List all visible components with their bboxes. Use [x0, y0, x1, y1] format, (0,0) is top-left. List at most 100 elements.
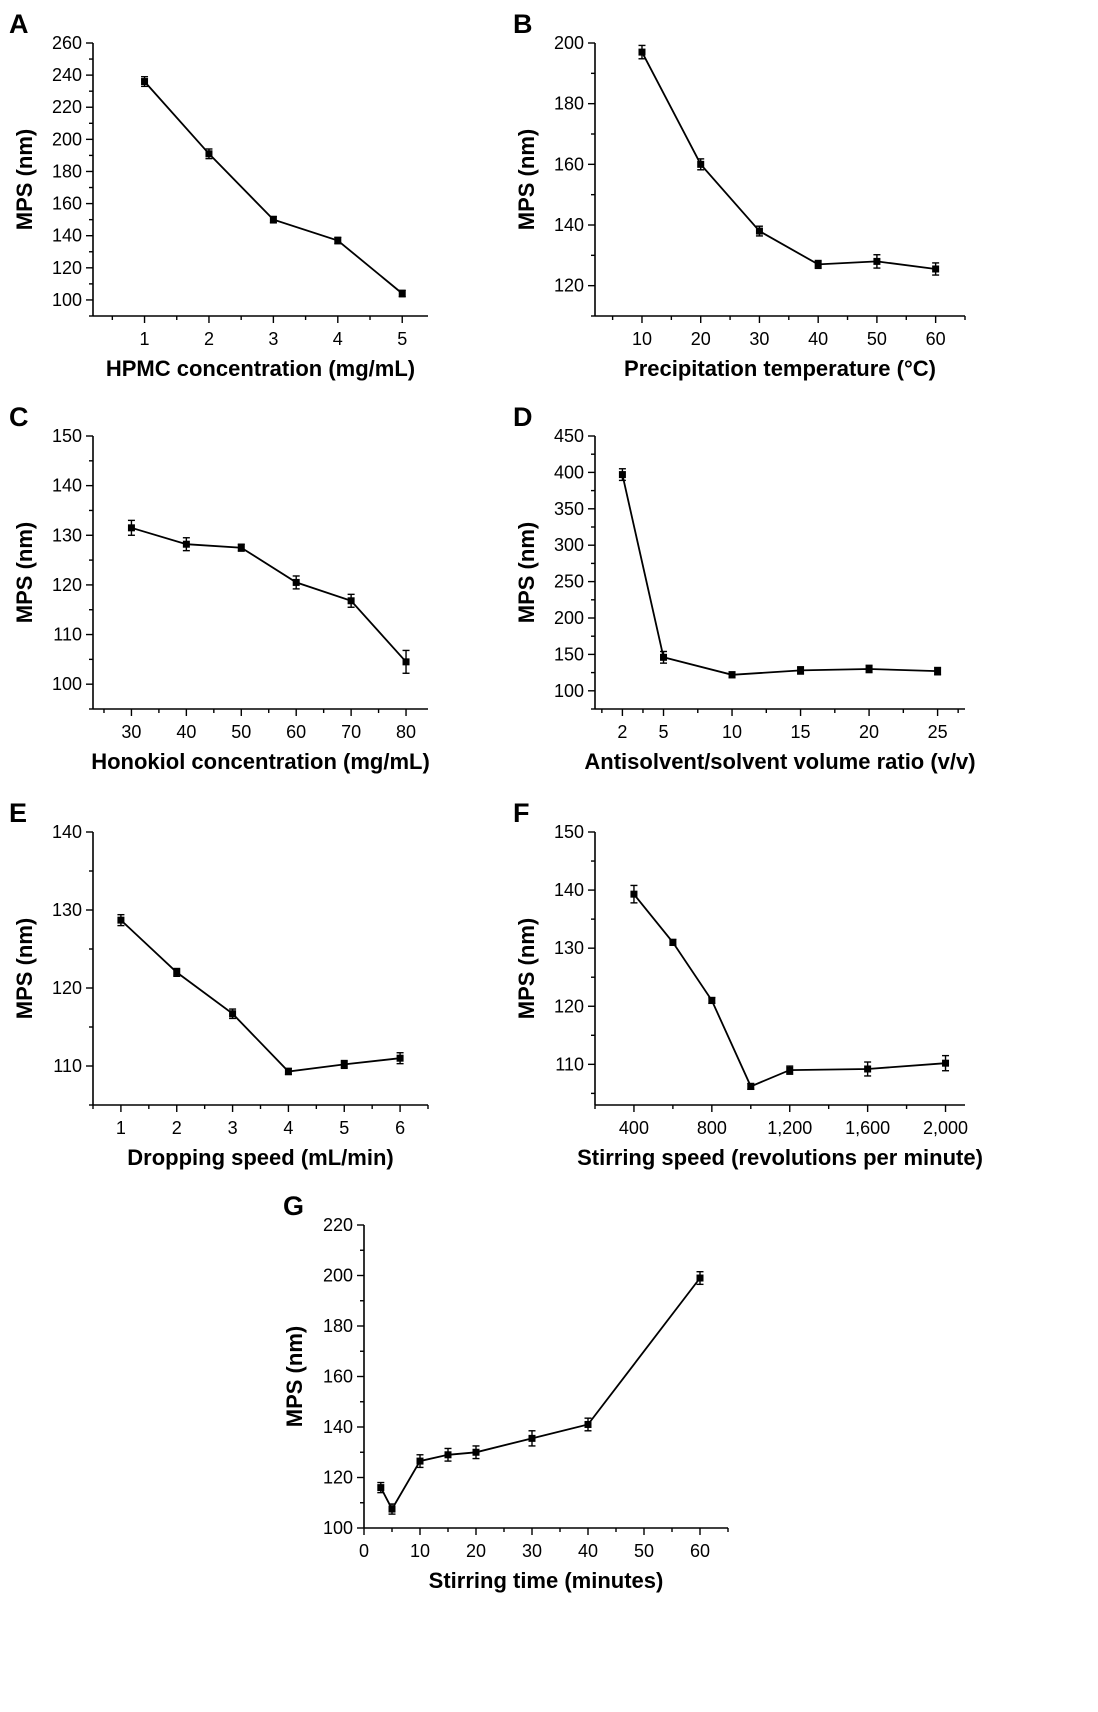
series-line: [131, 526, 407, 663]
y-tick-label: 160: [323, 1367, 353, 1387]
x-tick-label: 3: [228, 1118, 238, 1138]
y-tick-label: 450: [554, 426, 584, 446]
y-tick-label: 140: [554, 880, 584, 900]
data-point: [347, 597, 355, 605]
y-tick-label: 200: [52, 129, 82, 149]
x-axis-title: HPMC concentration (mg/mL): [106, 356, 415, 381]
y-tick-label: 350: [554, 499, 584, 519]
y-tick-label: 160: [554, 154, 584, 174]
data-point: [334, 237, 342, 245]
y-tick-label: 140: [52, 226, 82, 246]
panel-letter: B: [513, 9, 533, 39]
y-tick-label: 180: [554, 94, 584, 114]
x-tick-label: 2: [204, 329, 214, 349]
data-point: [865, 665, 873, 673]
panel-c: C 100 110 120 130 140 150 30 40 50 60 70 80 Honokiol …: [9, 402, 430, 774]
x-tick-label: 50: [634, 1541, 654, 1561]
x-tick-label: 20: [859, 722, 879, 742]
y-axis-title: MPS (nm): [514, 522, 539, 623]
x-axis-title: Dropping speed (mL/min): [127, 1145, 393, 1170]
data-point: [237, 544, 245, 552]
x-tick-label: 2,000: [923, 1118, 968, 1138]
data-point: [786, 1066, 794, 1074]
y-tick-label: 140: [52, 822, 82, 842]
data-point: [292, 578, 300, 586]
x-tick-label: 4: [283, 1118, 293, 1138]
data-point: [728, 671, 736, 679]
data-point: [638, 48, 646, 56]
y-tick-label: 180: [323, 1316, 353, 1336]
y-tick-label: 100: [323, 1518, 353, 1538]
data-point: [472, 1448, 480, 1456]
x-tick-label: 20: [466, 1541, 486, 1561]
data-point: [697, 160, 705, 168]
y-tick-label: 130: [52, 900, 82, 920]
x-tick-label: 60: [926, 329, 946, 349]
panel-letter: A: [9, 9, 29, 39]
x-tick-label: 80: [396, 722, 416, 742]
y-tick-label: 150: [554, 644, 584, 664]
y-tick-label: 300: [554, 535, 584, 555]
y-tick-label: 130: [52, 525, 82, 545]
panel-letter: G: [283, 1191, 304, 1221]
y-tick-label: 200: [554, 33, 584, 53]
x-axis-title: Antisolvent/solvent volume ratio (v/v): [584, 749, 975, 774]
x-tick-label: 10: [410, 1541, 430, 1561]
y-tick-label: 140: [554, 215, 584, 235]
y-tick-label: 220: [323, 1215, 353, 1235]
y-tick-label: 110: [53, 1056, 82, 1076]
x-tick-label: 800: [697, 1118, 727, 1138]
x-tick-label: 10: [722, 722, 742, 742]
y-tick-label: 120: [52, 575, 82, 595]
x-tick-label: 5: [397, 329, 407, 349]
y-axis-title: MPS (nm): [12, 918, 37, 1019]
x-tick-label: 5: [659, 722, 669, 742]
x-tick-label: 400: [619, 1118, 649, 1138]
data-point: [584, 1420, 592, 1428]
x-tick-label: 2: [617, 722, 627, 742]
y-tick-label: 240: [52, 65, 82, 85]
panel-letter: E: [9, 798, 27, 828]
y-tick-label: 120: [52, 258, 82, 278]
data-point: [618, 471, 626, 479]
data-point: [284, 1067, 292, 1075]
x-axis-title: Stirring time (minutes): [429, 1568, 664, 1593]
y-tick-label: 120: [52, 978, 82, 998]
y-tick-label: 180: [52, 161, 82, 181]
data-point: [402, 658, 410, 666]
data-point: [942, 1059, 950, 1067]
x-tick-label: 4: [333, 329, 343, 349]
y-tick-label: 100: [554, 681, 584, 701]
x-tick-label: 6: [395, 1118, 405, 1138]
y-tick-label: 100: [52, 290, 82, 310]
x-tick-label: 50: [231, 722, 251, 742]
y-axis-title: MPS (nm): [514, 918, 539, 1019]
y-tick-label: 400: [554, 462, 584, 482]
panel-a: A 100 120 140 160 180 200 220 240 260 1 2 3 4 5 HPMC co…: [9, 9, 428, 381]
data-point: [398, 290, 406, 298]
data-point: [127, 524, 135, 532]
series-line: [143, 80, 403, 295]
y-axis-title: MPS (nm): [12, 129, 37, 230]
data-point: [797, 666, 805, 674]
data-point: [173, 968, 181, 976]
data-point: [873, 257, 881, 265]
data-point: [755, 227, 763, 235]
data-point: [814, 260, 822, 268]
data-point: [669, 938, 677, 946]
y-tick-label: 110: [53, 625, 82, 645]
x-tick-label: 1: [140, 329, 150, 349]
data-point: [416, 1457, 424, 1465]
x-tick-label: 40: [578, 1541, 598, 1561]
x-tick-label: 40: [176, 722, 196, 742]
x-tick-label: 1,600: [845, 1118, 890, 1138]
series-line: [621, 474, 938, 676]
x-tick-label: 1: [116, 1118, 126, 1138]
data-point: [708, 996, 716, 1004]
y-tick-label: 260: [52, 33, 82, 53]
data-point: [388, 1505, 396, 1513]
y-tick-label: 200: [554, 608, 584, 628]
x-tick-label: 30: [749, 329, 769, 349]
